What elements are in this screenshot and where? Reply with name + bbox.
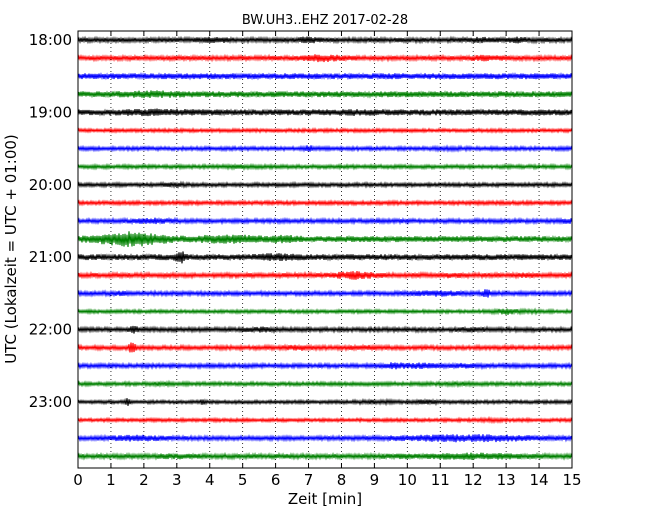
trace-1800 (77, 35, 573, 45)
trace-2015 (77, 199, 573, 207)
trace-2045 (77, 231, 573, 247)
x-tick-label: 7 (304, 471, 314, 489)
y-axis-label: UTC (Lokalzeit = UTC + 01:00) (2, 134, 20, 364)
trace-1900 (77, 108, 573, 117)
grid-lines (110, 31, 540, 468)
trace-2130 (77, 289, 573, 298)
y-tick-label: 23:00 (29, 393, 72, 411)
trace-1845 (77, 90, 573, 99)
trace-2345 (77, 451, 573, 461)
trace-1945 (77, 162, 573, 171)
y-tick-label: 21:00 (29, 248, 72, 266)
x-tick-label: 12 (464, 471, 483, 489)
trace-2300 (77, 397, 573, 407)
x-tick-label: 8 (337, 471, 347, 489)
x-tick-label: 13 (497, 471, 516, 489)
x-axis-ticks: 0 1 2 3 4 5 6 7 8 9 10 11 12 13 14 15 (73, 31, 582, 489)
trace-2100 (77, 251, 573, 264)
x-tick-label: 0 (73, 471, 83, 489)
x-tick-label: 5 (238, 471, 248, 489)
x-tick-label: 10 (398, 471, 417, 489)
x-tick-label: 4 (205, 471, 215, 489)
x-tick-label: 6 (271, 471, 281, 489)
trace-2115 (77, 270, 573, 280)
plot-frame (77, 30, 573, 469)
trace-2000 (77, 180, 573, 190)
chart-title: BW.UH3..EHZ 2017-02-28 (242, 13, 408, 28)
x-tick-label: 15 (562, 471, 581, 489)
y-tick-label: 18:00 (29, 31, 72, 49)
trace-1915 (77, 127, 573, 135)
trace-2215 (77, 342, 573, 353)
seismic-traces (77, 35, 573, 461)
trace-1815 (77, 53, 573, 63)
x-tick-label: 2 (139, 471, 149, 489)
trace-1830 (77, 72, 573, 81)
x-tick-label: 1 (106, 471, 116, 489)
trace-1930 (77, 144, 573, 153)
trace-2200 (77, 325, 573, 335)
trace-2245 (77, 379, 573, 389)
x-tick-label: 9 (370, 471, 380, 489)
x-tick-label: 11 (431, 471, 450, 489)
trace-2230 (77, 361, 573, 371)
trace-2330 (77, 433, 573, 443)
x-axis-label: Zeit [min] (288, 490, 362, 508)
x-tick-label: 14 (530, 471, 549, 489)
y-tick-label: 22:00 (29, 321, 72, 339)
trace-2315 (77, 415, 573, 425)
y-axis-ticks: 18:00 19:00 20:00 21:00 22:00 23:00 (29, 31, 572, 411)
y-tick-label: 19:00 (29, 103, 72, 121)
y-tick-label: 20:00 (29, 176, 72, 194)
trace-2030 (77, 216, 573, 226)
trace-2145 (77, 307, 573, 316)
x-tick-label: 3 (172, 471, 182, 489)
